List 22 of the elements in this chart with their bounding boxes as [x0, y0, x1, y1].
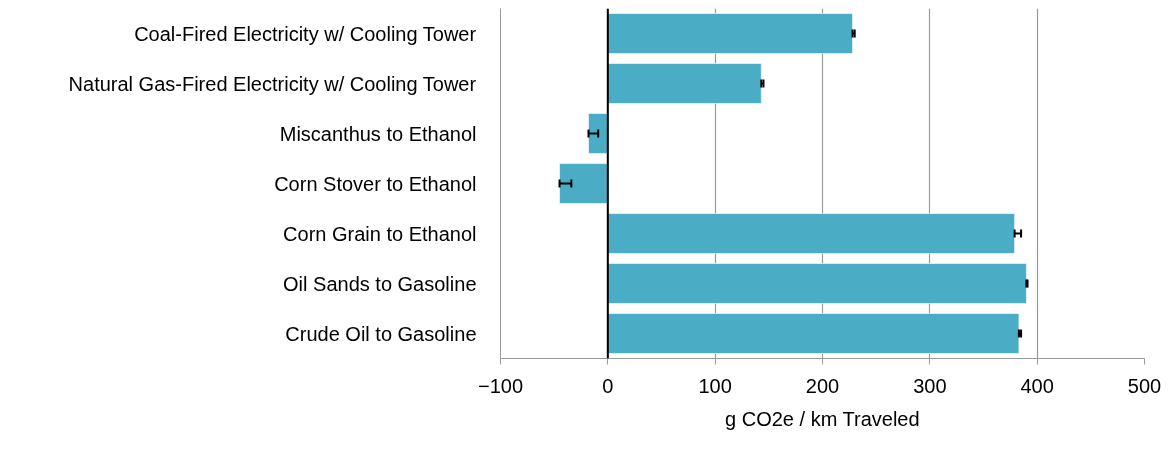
bar — [607, 213, 1016, 254]
x-tick-label: 100 — [698, 374, 732, 397]
bar — [607, 63, 762, 104]
bar — [559, 163, 609, 204]
y-tick-label: Corn Stover to Ethanol — [274, 172, 477, 195]
y-tick-label: Miscanthus to Ethanol — [279, 122, 477, 145]
y-tick-label: Oil Sands to Gasoline — [283, 272, 477, 295]
x-tick-label: −100 — [477, 374, 524, 397]
x-axis-title: g CO2e / km Traveled — [725, 407, 920, 430]
x-tick-label: 0 — [602, 374, 614, 397]
bar — [588, 113, 609, 154]
y-tick-label: Corn Grain to Ethanol — [283, 222, 477, 245]
bar — [607, 13, 854, 54]
bar — [607, 313, 1020, 354]
bar — [607, 263, 1027, 304]
y-tick-label: Coal-Fired Electricity w/ Cooling Tower — [134, 22, 477, 45]
y-tick-label: Natural Gas-Fired Electricity w/ Cooling Tower — [68, 72, 477, 95]
x-tick-label: 400 — [1020, 374, 1054, 397]
x-tick-label: 300 — [913, 374, 947, 397]
x-tick-label: 500 — [1127, 374, 1162, 397]
x-tick-label: 200 — [805, 374, 840, 397]
y-tick-label: Crude Oil to Gasoline — [285, 322, 477, 345]
